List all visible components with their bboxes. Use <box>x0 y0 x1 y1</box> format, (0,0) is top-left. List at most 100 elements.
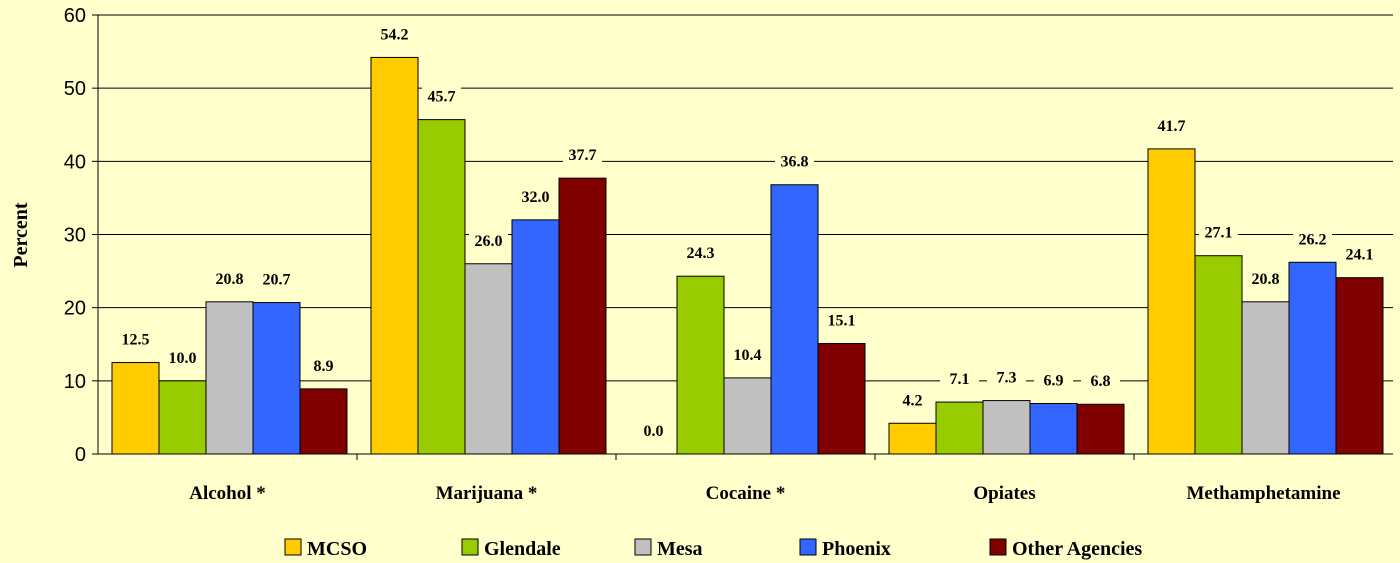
bars <box>111 56 1384 455</box>
legend-label: Phoenix <box>822 538 891 560</box>
y-tick-labels: 0 10 20 30 40 50 60 <box>64 5 86 466</box>
bar <box>1335 277 1384 455</box>
bar <box>511 219 560 455</box>
legend-swatch <box>799 538 817 556</box>
y-tick-label: 30 <box>64 225 86 247</box>
value-label-bg <box>728 344 767 365</box>
bar <box>299 388 348 455</box>
value-label-bg <box>516 186 555 207</box>
value-label-bg <box>893 390 932 411</box>
bar <box>252 302 301 455</box>
bar <box>1147 148 1196 455</box>
value-label-bg <box>634 421 673 441</box>
bar <box>1029 403 1078 455</box>
bar <box>205 301 254 455</box>
legend-swatch <box>284 538 302 556</box>
category-label: Opiates <box>973 483 1035 504</box>
value-label-bg <box>469 230 508 251</box>
category-label: Methamphetamine <box>1186 483 1340 504</box>
value-label-bg <box>375 24 414 45</box>
bar <box>464 263 513 455</box>
value-label: 45.7 <box>428 89 456 106</box>
value-label: 12.5 <box>122 332 150 349</box>
value-label-bg <box>1293 229 1332 250</box>
value-label-bg <box>1199 222 1238 243</box>
y-tick-label: 20 <box>64 298 86 320</box>
value-label-bg <box>304 355 343 376</box>
value-label: 32.0 <box>522 189 550 206</box>
value-labels: 12.5 10.0 20.8 20.7 8.9 54.2 45.7 26.0 32.0 37.7 0… <box>116 24 1379 441</box>
value-label: 6.9 <box>1044 373 1064 390</box>
y-tick-label: 0 <box>75 444 86 466</box>
bar <box>417 119 466 455</box>
y-axis-title: Percent <box>10 202 32 267</box>
value-label-bg <box>163 347 202 368</box>
value-label: 26.0 <box>475 233 503 250</box>
value-label: 7.1 <box>950 371 970 388</box>
value-label: 36.8 <box>781 154 809 171</box>
value-label-bg <box>1246 268 1285 289</box>
value-label-bg <box>822 310 861 331</box>
value-label: 54.2 <box>381 26 409 43</box>
value-label: 6.8 <box>1091 373 1111 390</box>
value-label-bg <box>210 268 249 289</box>
value-label-bg <box>940 369 979 390</box>
value-label-bg <box>257 269 296 290</box>
value-label-bg <box>1152 115 1191 136</box>
legend-label: Glendale <box>484 538 561 560</box>
legend-label: Other Agencies <box>1012 538 1142 560</box>
axes <box>92 14 1393 460</box>
legend-label: MCSO <box>307 538 367 560</box>
legend-swatch <box>989 538 1007 556</box>
category-label: Marijuana * <box>436 483 538 504</box>
category-labels: Alcohol * Marijuana * Cocaine * Opiates Meth… <box>189 483 1340 504</box>
bar <box>888 422 937 455</box>
bar <box>982 400 1031 455</box>
bar <box>676 275 725 455</box>
value-label: 26.2 <box>1299 231 1327 248</box>
legend-swatch <box>634 538 652 556</box>
y-tick-label: 10 <box>64 371 86 393</box>
legend-label: Mesa <box>657 538 703 560</box>
bar <box>370 56 419 455</box>
value-label: 20.7 <box>263 272 291 289</box>
bar <box>558 177 607 455</box>
y-tick-label: 50 <box>64 78 86 100</box>
value-label: 20.8 <box>216 271 244 288</box>
bar <box>935 401 984 455</box>
value-label-bg <box>563 145 602 166</box>
bar <box>1194 255 1243 455</box>
bar <box>111 362 160 455</box>
value-label: 7.3 <box>997 370 1017 387</box>
y-tick-label: 60 <box>64 5 86 27</box>
value-label-bg <box>1081 371 1120 392</box>
value-label: 0.0 <box>644 423 664 440</box>
bar <box>817 343 866 455</box>
value-label-bg <box>987 367 1026 388</box>
category-label: Alcohol * <box>189 483 266 504</box>
bar <box>158 380 207 455</box>
value-label: 24.1 <box>1346 247 1374 264</box>
value-label-bg <box>1034 370 1073 391</box>
y-tick-label: 40 <box>64 151 86 173</box>
value-label: 24.3 <box>687 245 715 262</box>
legend-swatch <box>461 538 479 556</box>
value-label-bg <box>422 86 461 107</box>
value-label-bg <box>116 329 155 350</box>
category-label: Cocaine * <box>706 483 786 504</box>
bar <box>1288 261 1337 455</box>
value-label: 27.1 <box>1205 225 1233 242</box>
bar <box>1241 301 1290 455</box>
value-label-bg <box>681 243 720 264</box>
value-label: 4.2 <box>903 392 923 409</box>
value-label: 10.0 <box>169 350 197 367</box>
bar <box>723 377 772 455</box>
value-label: 8.9 <box>314 358 334 375</box>
value-label-bg <box>1340 244 1379 265</box>
value-label: 10.4 <box>734 347 762 364</box>
value-label: 15.1 <box>828 313 856 330</box>
bar <box>770 184 819 455</box>
value-label: 41.7 <box>1158 118 1186 135</box>
bar <box>1076 403 1125 455</box>
